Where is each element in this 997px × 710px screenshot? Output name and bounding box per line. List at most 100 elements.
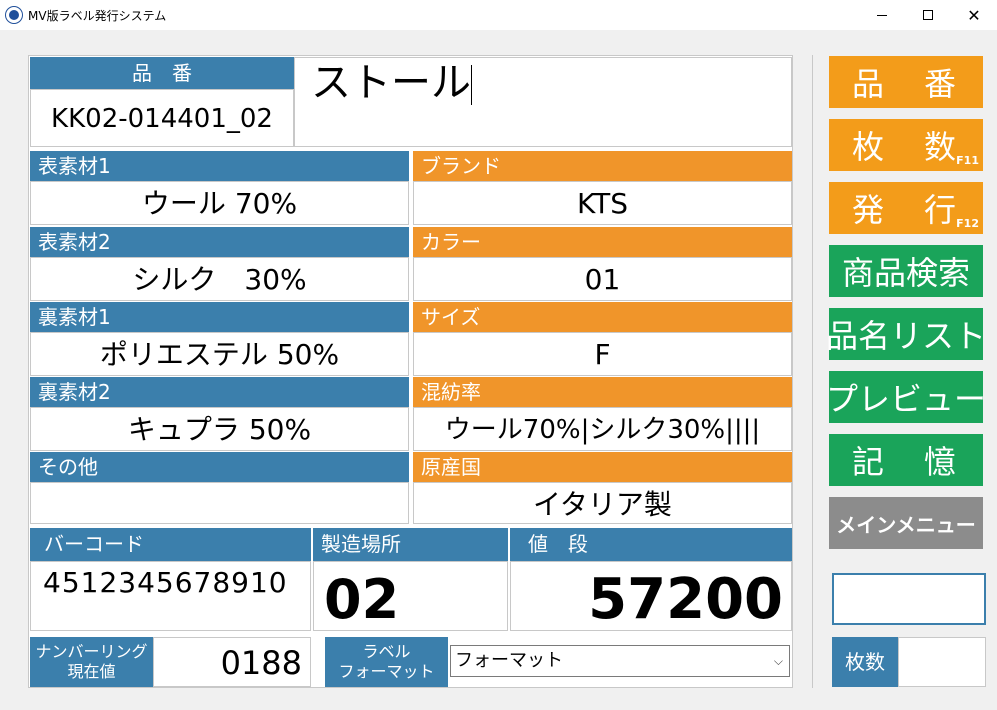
lining-material1-field[interactable]: ポリエステル 50% (30, 332, 409, 376)
copies-field[interactable] (898, 637, 986, 687)
factory-field[interactable]: 02 (313, 561, 508, 631)
barcode-value: 4512345678910 (43, 566, 288, 599)
barcode-label: バーコード (44, 532, 144, 556)
product-code-field[interactable]: KK02-014401_02 (30, 89, 294, 147)
product-name-list-button-label: 品名リスト (826, 317, 987, 355)
minimize-button[interactable] (859, 0, 905, 30)
maximize-icon (923, 10, 933, 20)
size-label: サイズ (421, 305, 481, 329)
title-bar: MV版ラベル発行システム ✕ (0, 0, 997, 30)
lining-material1-value: ポリエステル 50% (99, 338, 340, 371)
side-input-field[interactable] (832, 573, 986, 625)
numbering-label-line2: 現在値 (67, 662, 116, 681)
lining-material2-header: 裏素材2 (30, 377, 409, 407)
barcode-header: バーコード (30, 528, 311, 561)
label-format-select[interactable]: フォーマット ⌵ (450, 645, 790, 677)
price-field[interactable]: 57200 (510, 561, 792, 632)
other-label: その他 (38, 455, 98, 479)
color-field[interactable]: 01 (413, 257, 792, 301)
other-header: その他 (30, 452, 409, 482)
main-menu-button[interactable]: メインメニュー (829, 497, 983, 549)
origin-label: 原産国 (421, 455, 481, 479)
product-search-button-label: 商品検索 (841, 254, 970, 292)
maximize-button[interactable] (905, 0, 951, 30)
numbering-field[interactable]: 0188 (153, 637, 311, 687)
memory-button-label: 記 憶 (851, 443, 960, 481)
color-header: カラー (413, 227, 792, 257)
numbering-value: 0188 (220, 644, 302, 682)
label-format-header: ラベル フォーマット (325, 637, 448, 687)
product-name-field[interactable]: ストール (294, 57, 792, 147)
other-field[interactable] (30, 482, 409, 524)
price-value: 57200 (588, 567, 783, 632)
surface-material2-field[interactable]: シルク 30% (30, 257, 409, 301)
blend-ratio-label: 混紡率 (421, 380, 481, 404)
lining-material1-header: 裏素材1 (30, 302, 409, 332)
blend-ratio-field[interactable]: ウール70%|シルク30%|||| (413, 407, 792, 451)
product-code-button[interactable]: 品 番 (829, 56, 983, 108)
blend-ratio-value: ウール70%|シルク30%|||| (444, 415, 761, 445)
product-name-list-button[interactable]: 品名リスト (826, 308, 987, 360)
main-menu-button-label: メインメニュー (836, 512, 976, 537)
lining-material1-label: 裏素材1 (38, 305, 111, 329)
price-label: 値 段 (528, 532, 588, 556)
numbering-label-line1: ナンバーリング (35, 642, 148, 661)
issue-button-key: F12 (956, 217, 979, 230)
column-divider (812, 55, 813, 688)
size-value: F (594, 338, 611, 371)
preview-button[interactable]: プレビュー (826, 371, 987, 423)
surface-material1-field[interactable]: ウール 70% (30, 181, 409, 225)
close-button[interactable]: ✕ (951, 0, 997, 30)
origin-field[interactable]: イタリア製 (413, 482, 792, 524)
size-header: サイズ (413, 302, 792, 332)
surface-material2-header: 表素材2 (30, 227, 409, 257)
count-button-label: 枚 数 (851, 128, 960, 166)
window-title: MV版ラベル発行システム (28, 9, 167, 23)
brand-label: ブランド (421, 154, 501, 178)
origin-value: イタリア製 (533, 488, 672, 521)
product-code-header: 品 番 (30, 57, 294, 89)
brand-field[interactable]: KTS (413, 181, 792, 225)
price-header: 値 段 (510, 528, 792, 561)
factory-header: 製造場所 (313, 528, 508, 561)
surface-material1-value: ウール 70% (141, 187, 298, 220)
color-label: カラー (421, 230, 481, 254)
copies-header: 枚数 (832, 637, 898, 687)
app-icon (6, 7, 22, 23)
brand-header: ブランド (413, 151, 792, 181)
origin-header: 原産国 (413, 452, 792, 482)
surface-material2-label: 表素材2 (38, 230, 111, 254)
factory-value: 02 (324, 568, 400, 631)
count-button[interactable]: 枚 数 F11 (829, 119, 983, 171)
label-format-label-line2: フォーマット (338, 662, 435, 681)
product-code-button-label: 品 番 (851, 65, 960, 103)
factory-label: 製造場所 (321, 532, 401, 556)
memory-button[interactable]: 記 憶 (829, 434, 983, 486)
close-icon: ✕ (967, 5, 981, 25)
lining-material2-value: キュプラ 50% (127, 413, 312, 446)
text-cursor (471, 65, 472, 105)
surface-material1-header: 表素材1 (30, 151, 409, 181)
minimize-icon (877, 14, 887, 16)
barcode-field[interactable]: 4512345678910 (30, 561, 311, 631)
label-format-label-line1: ラベル (362, 642, 411, 661)
blend-ratio-header: 混紡率 (413, 377, 792, 407)
product-code-value: KK02-014401_02 (51, 104, 273, 134)
preview-button-label: プレビュー (826, 380, 987, 418)
product-search-button[interactable]: 商品検索 (829, 245, 983, 297)
lining-material2-field[interactable]: キュプラ 50% (30, 407, 409, 451)
product-name-value: ストール (311, 60, 471, 106)
product-code-label: 品 番 (132, 61, 192, 85)
numbering-header: ナンバーリング 現在値 (30, 637, 153, 687)
size-field[interactable]: F (413, 332, 792, 376)
color-value: 01 (584, 263, 621, 296)
label-format-selected: フォーマット (455, 650, 563, 671)
copies-label: 枚数 (845, 650, 885, 674)
brand-value: KTS (576, 187, 629, 220)
issue-button-label: 発 行 (851, 191, 960, 229)
lining-material2-label: 裏素材2 (38, 380, 111, 404)
surface-material2-value: シルク 30% (132, 263, 307, 296)
issue-button[interactable]: 発 行 F12 (829, 182, 983, 234)
surface-material1-label: 表素材1 (38, 154, 111, 178)
chevron-down-icon: ⌵ (773, 654, 783, 668)
